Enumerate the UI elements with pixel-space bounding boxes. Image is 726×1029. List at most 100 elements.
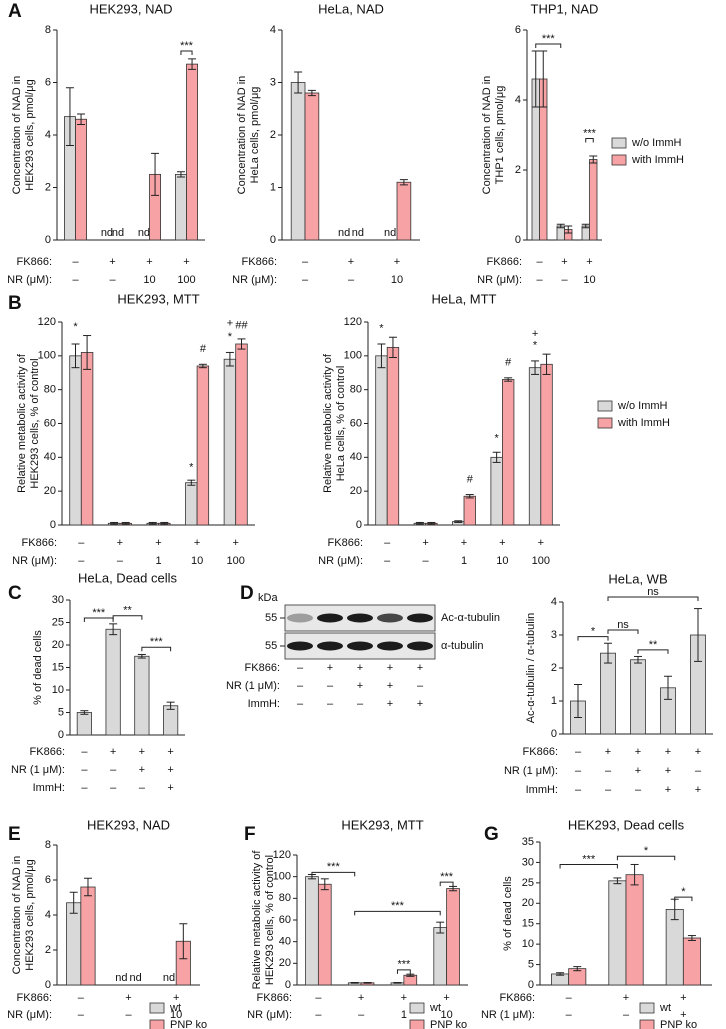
condition-label: NR (μM): [247, 1009, 292, 1021]
annotation: ns [617, 619, 629, 631]
error-bar [69, 891, 78, 914]
error-bar [137, 653, 146, 659]
value-label: nd [115, 972, 127, 984]
error-bar [148, 521, 157, 525]
annotation: ## [235, 319, 248, 331]
legend-label: PNP ko [170, 1019, 207, 1029]
annotation: # [467, 473, 474, 485]
blot-band [317, 641, 343, 651]
legend-label: PNP ko [660, 1019, 697, 1029]
y-tick-label: 1 [270, 181, 276, 193]
condition-value: + [357, 662, 363, 674]
annotation: * [533, 340, 538, 352]
condition-value: + [110, 746, 116, 758]
y-tick-label: 120 [38, 316, 56, 328]
condition-value: + [499, 537, 505, 549]
legend-swatch [597, 400, 613, 412]
error-bar [531, 360, 540, 375]
blot-unit: kDa [258, 592, 278, 604]
panel-letter: C [8, 583, 22, 604]
y-tick-label: 0 [356, 519, 362, 531]
condition-value: + [635, 746, 641, 758]
error-bar [294, 71, 303, 94]
error-bar [399, 179, 408, 186]
error-bar [542, 353, 551, 375]
y-tick-label: 100 [273, 871, 291, 883]
error-bar [539, 50, 548, 108]
bar [223, 358, 237, 526]
bar [433, 927, 448, 986]
condition-value: + [417, 698, 423, 710]
blot-band [287, 641, 313, 651]
error-bar [77, 113, 86, 125]
condition-value: – [635, 784, 642, 796]
blot-band [407, 641, 433, 651]
condition-value: – [575, 765, 582, 777]
condition-value: – [297, 698, 304, 710]
condition-value: + [109, 256, 115, 268]
significance-bracket [607, 629, 639, 635]
condition-label: NR (1 μM): [481, 1009, 535, 1021]
annotation: *** [150, 636, 164, 648]
condition-value: – [315, 992, 322, 1004]
condition-value: – [78, 1009, 85, 1021]
value-label: nd [138, 227, 150, 239]
bar [665, 909, 684, 986]
condition-value: + [167, 782, 173, 794]
y-tick-label: 0 [551, 728, 557, 740]
bar [75, 118, 88, 241]
error-bar [531, 50, 540, 108]
blot-band [407, 613, 433, 623]
condition-value: + [680, 992, 686, 1004]
condition-value: – [566, 992, 573, 1004]
error-bar [388, 336, 397, 359]
condition-value: – [78, 992, 85, 1004]
y-tick-label: 5 [528, 958, 534, 970]
error-bar [350, 982, 359, 984]
y-tick-label: 2 [515, 164, 521, 176]
value-label: nd [352, 227, 364, 239]
condition-value: – [72, 274, 79, 286]
condition-value: 1 [155, 555, 161, 567]
condition-value: + [561, 256, 567, 268]
error-bar [589, 155, 598, 164]
annotation: *** [397, 959, 411, 971]
condition-value: – [536, 256, 543, 268]
y-tick-label: 0 [528, 979, 534, 991]
blot-band [347, 613, 373, 623]
significance-bracket [141, 646, 172, 652]
condition-value: + [194, 537, 200, 549]
y-tick-label: 0 [58, 729, 64, 741]
chart-title: THP1, NAD [531, 1, 599, 16]
bar [630, 659, 646, 735]
blot-band [317, 613, 343, 623]
condition-label: NR (μM): [318, 555, 363, 567]
chart-title: HEK293, MTT [117, 291, 199, 306]
y-tick-label: 15 [52, 661, 64, 673]
y-tick-label: 8 [45, 839, 51, 851]
condition-value: + [327, 662, 333, 674]
condition-value: + [146, 256, 152, 268]
error-bar [109, 623, 118, 636]
legend-label: with ImmH [617, 417, 670, 429]
bar [608, 880, 627, 986]
bar [235, 343, 248, 526]
error-bar [556, 972, 565, 976]
blot-band [377, 613, 403, 623]
y-axis-label: Ac-α-tubulin / α-tubulin [525, 613, 537, 724]
condition-value: + [401, 992, 407, 1004]
condition-value: 10 [391, 274, 403, 286]
bar [375, 355, 388, 526]
annotation: *** [583, 127, 597, 139]
legend-swatch [409, 1019, 425, 1029]
condition-value: + [139, 746, 145, 758]
condition-value: + [665, 765, 671, 777]
error-bar [556, 223, 565, 229]
condition-value: + [125, 992, 131, 1004]
blot-band [377, 641, 403, 651]
panel-letter: F [244, 824, 256, 845]
y-tick-label: 30 [522, 856, 534, 868]
condition-value: – [78, 555, 85, 567]
y-tick-label: 1 [551, 695, 557, 707]
bar [69, 355, 82, 526]
